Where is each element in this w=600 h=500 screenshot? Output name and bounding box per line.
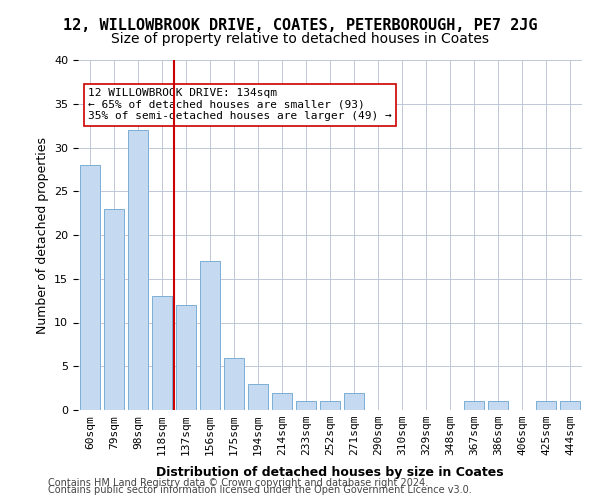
Bar [296, 401, 316, 410]
Bar [560, 401, 580, 410]
Text: Contains HM Land Registry data © Crown copyright and database right 2024.: Contains HM Land Registry data © Crown c… [48, 478, 428, 488]
Bar [128, 130, 148, 410]
Bar [536, 401, 556, 410]
Bar [248, 384, 268, 410]
Bar [344, 392, 364, 410]
Y-axis label: Number of detached properties: Number of detached properties [35, 136, 49, 334]
Bar [488, 401, 508, 410]
Bar [224, 358, 244, 410]
Bar [80, 165, 100, 410]
Bar [272, 392, 292, 410]
Bar [104, 209, 124, 410]
Text: 12 WILLOWBROOK DRIVE: 134sqm
← 65% of detached houses are smaller (93)
35% of se: 12 WILLOWBROOK DRIVE: 134sqm ← 65% of de… [88, 88, 392, 121]
Bar [200, 261, 220, 410]
Bar [320, 401, 340, 410]
Bar [176, 305, 196, 410]
Text: Contains public sector information licensed under the Open Government Licence v3: Contains public sector information licen… [48, 485, 472, 495]
Bar [152, 296, 172, 410]
Bar [464, 401, 484, 410]
Text: 12, WILLOWBROOK DRIVE, COATES, PETERBOROUGH, PE7 2JG: 12, WILLOWBROOK DRIVE, COATES, PETERBORO… [63, 18, 537, 32]
X-axis label: Distribution of detached houses by size in Coates: Distribution of detached houses by size … [156, 466, 504, 479]
Text: Size of property relative to detached houses in Coates: Size of property relative to detached ho… [111, 32, 489, 46]
